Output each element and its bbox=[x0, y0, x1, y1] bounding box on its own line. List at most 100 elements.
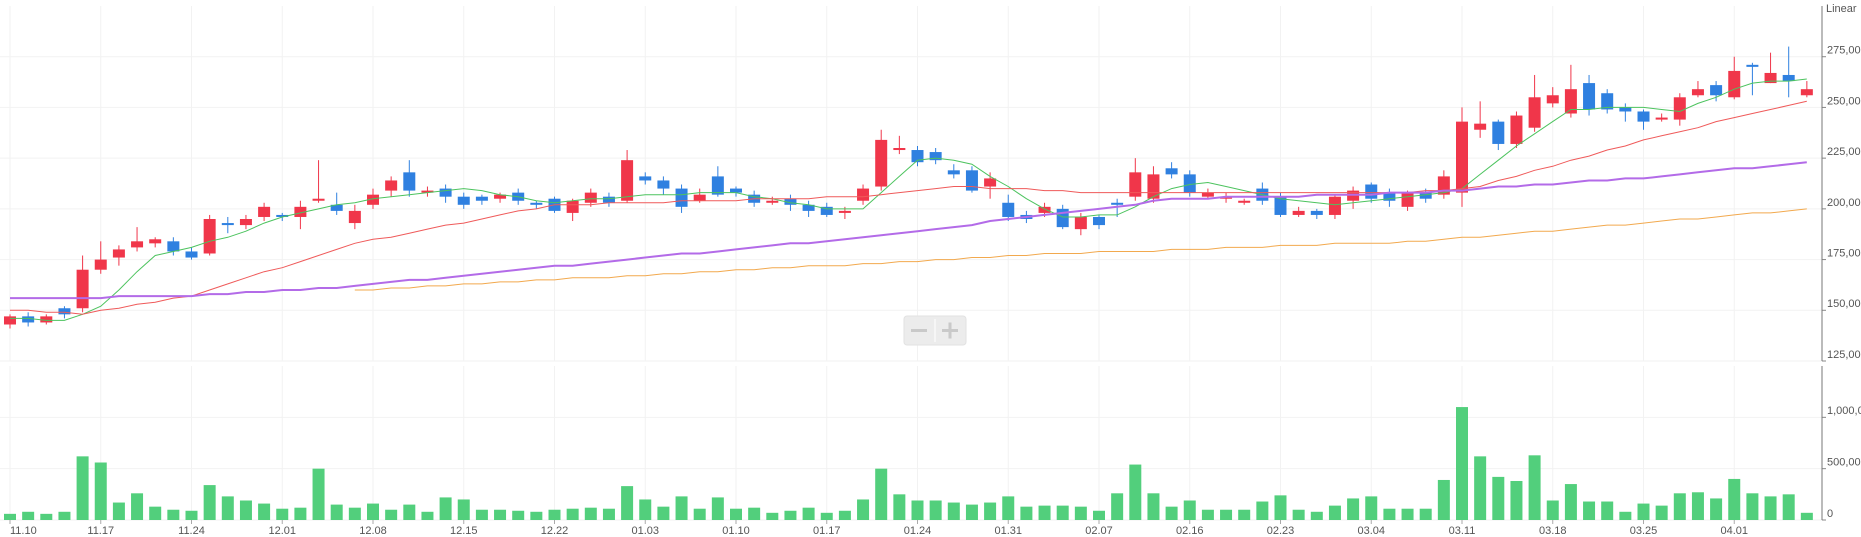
x-tick-label: 02.23 bbox=[1267, 525, 1295, 537]
candle-body bbox=[1310, 210, 1323, 215]
volume-bar bbox=[1710, 498, 1723, 520]
zoom-controls[interactable] bbox=[903, 315, 967, 346]
candle-body bbox=[711, 176, 724, 195]
volume-bar bbox=[1673, 493, 1686, 520]
candle-body bbox=[984, 178, 997, 187]
candle-body bbox=[149, 239, 162, 244]
volume-bar bbox=[621, 486, 634, 520]
volume-bar bbox=[149, 506, 162, 520]
y-tick-label: 1,000,000 bbox=[1827, 405, 1861, 417]
volume-bar bbox=[258, 503, 271, 520]
candle-body bbox=[439, 188, 452, 197]
volume-bar bbox=[893, 494, 906, 520]
candle-body bbox=[1564, 89, 1577, 114]
volume-bar bbox=[1619, 511, 1632, 520]
candle-body bbox=[167, 241, 180, 252]
volume-bar bbox=[1764, 496, 1777, 520]
candle-body bbox=[94, 259, 107, 270]
volume-bar bbox=[1093, 510, 1105, 520]
volume-bar bbox=[1274, 495, 1287, 520]
candle-body bbox=[929, 152, 942, 161]
volume-bar bbox=[1147, 493, 1160, 520]
candle-body bbox=[1746, 64, 1759, 67]
volume-bar bbox=[239, 500, 252, 520]
candle-body bbox=[475, 196, 488, 201]
volume-bar bbox=[112, 502, 125, 520]
candle-body bbox=[693, 194, 706, 201]
candle-body bbox=[22, 316, 35, 323]
x-tick-label: 03.11 bbox=[1449, 525, 1476, 537]
candle-body bbox=[1111, 202, 1124, 205]
candle-body bbox=[294, 206, 307, 217]
volume-bar bbox=[820, 512, 833, 520]
candle-body bbox=[1673, 97, 1686, 120]
volume-bar bbox=[1655, 505, 1668, 520]
candle-body bbox=[766, 200, 779, 203]
candle-body bbox=[58, 308, 71, 315]
volume-bar bbox=[167, 509, 180, 520]
candle-body bbox=[1365, 184, 1378, 199]
volume-bar bbox=[1456, 407, 1468, 520]
candle-body bbox=[1093, 216, 1105, 226]
candle-body bbox=[203, 219, 216, 254]
volume-bar bbox=[330, 504, 343, 520]
x-tick-label: 01.17 bbox=[813, 525, 841, 537]
volume-bar bbox=[657, 506, 670, 520]
candle-body bbox=[131, 241, 144, 248]
volume-bar bbox=[457, 499, 470, 520]
candle-body bbox=[784, 198, 797, 205]
volume-bar bbox=[367, 503, 379, 520]
volume-bar bbox=[802, 507, 815, 520]
volume-bar bbox=[1564, 484, 1577, 520]
volume-bar bbox=[602, 508, 615, 520]
x-tick-label: 03.25 bbox=[1630, 525, 1658, 537]
candle-body bbox=[1782, 74, 1795, 82]
y-tick-label: 275,000 bbox=[1827, 45, 1861, 57]
volume-bar bbox=[1691, 492, 1704, 520]
volume-bar bbox=[1002, 496, 1015, 520]
x-tick-label: 12.22 bbox=[541, 525, 569, 537]
volume-bar bbox=[1183, 500, 1196, 520]
volume-bar bbox=[984, 502, 997, 520]
candle-body bbox=[385, 180, 398, 191]
volume-bar bbox=[312, 468, 325, 520]
y-tick-label: 200,000 bbox=[1827, 197, 1861, 209]
y-tick-label: 250,000 bbox=[1827, 95, 1861, 107]
candle-body bbox=[1038, 206, 1051, 213]
x-tick-label: 01.10 bbox=[722, 525, 750, 537]
volume-bar bbox=[1292, 509, 1305, 520]
candle-body bbox=[657, 180, 670, 189]
candle-body bbox=[112, 249, 125, 258]
candle-body bbox=[1528, 97, 1541, 128]
candle-body bbox=[1474, 123, 1487, 130]
candle-body bbox=[602, 196, 615, 203]
volume-bar bbox=[494, 509, 507, 520]
y-tick-label: 500,000 bbox=[1827, 457, 1861, 469]
candle-body bbox=[185, 251, 198, 258]
candle-body bbox=[258, 206, 271, 217]
candle-body bbox=[1201, 192, 1214, 197]
volume-bar bbox=[131, 493, 144, 520]
candle-body bbox=[494, 194, 507, 199]
candle-body bbox=[457, 196, 470, 205]
volume-bar bbox=[94, 462, 107, 520]
volume-bar bbox=[693, 508, 706, 520]
x-tick-label: 11.17 bbox=[87, 525, 114, 537]
candle-body bbox=[367, 194, 379, 205]
volume-bar bbox=[1546, 500, 1559, 520]
volume-bar bbox=[838, 510, 851, 520]
volume-bar bbox=[1074, 506, 1087, 520]
volume-bar bbox=[1220, 509, 1233, 520]
x-tick-label: 04.01 bbox=[1720, 525, 1748, 537]
volume-bar bbox=[22, 511, 35, 520]
candle-body bbox=[639, 176, 652, 181]
volume-bar bbox=[1038, 505, 1051, 520]
ma-line bbox=[10, 100, 1807, 315]
y-tick-label: 125,000 bbox=[1827, 349, 1861, 361]
candle-body bbox=[911, 150, 924, 163]
volume-bar bbox=[185, 510, 198, 520]
candle-body bbox=[1292, 210, 1305, 215]
volume-bar bbox=[748, 507, 761, 520]
volume-bar bbox=[639, 499, 652, 520]
